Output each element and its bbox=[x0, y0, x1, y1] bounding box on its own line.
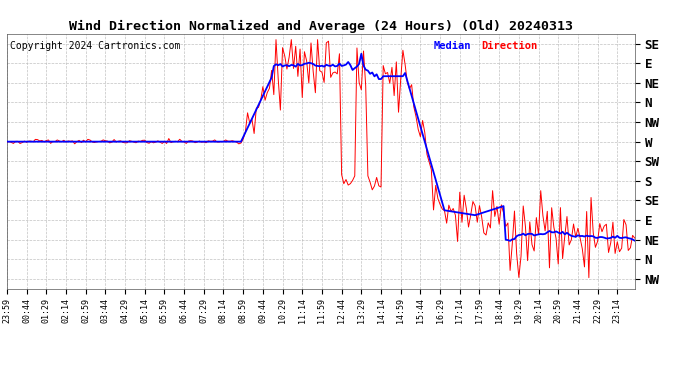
Text: Direction: Direction bbox=[481, 41, 538, 51]
Text: Median: Median bbox=[434, 41, 471, 51]
Text: Copyright 2024 Cartronics.com: Copyright 2024 Cartronics.com bbox=[10, 41, 180, 51]
Title: Wind Direction Normalized and Average (24 Hours) (Old) 20240313: Wind Direction Normalized and Average (2… bbox=[69, 20, 573, 33]
